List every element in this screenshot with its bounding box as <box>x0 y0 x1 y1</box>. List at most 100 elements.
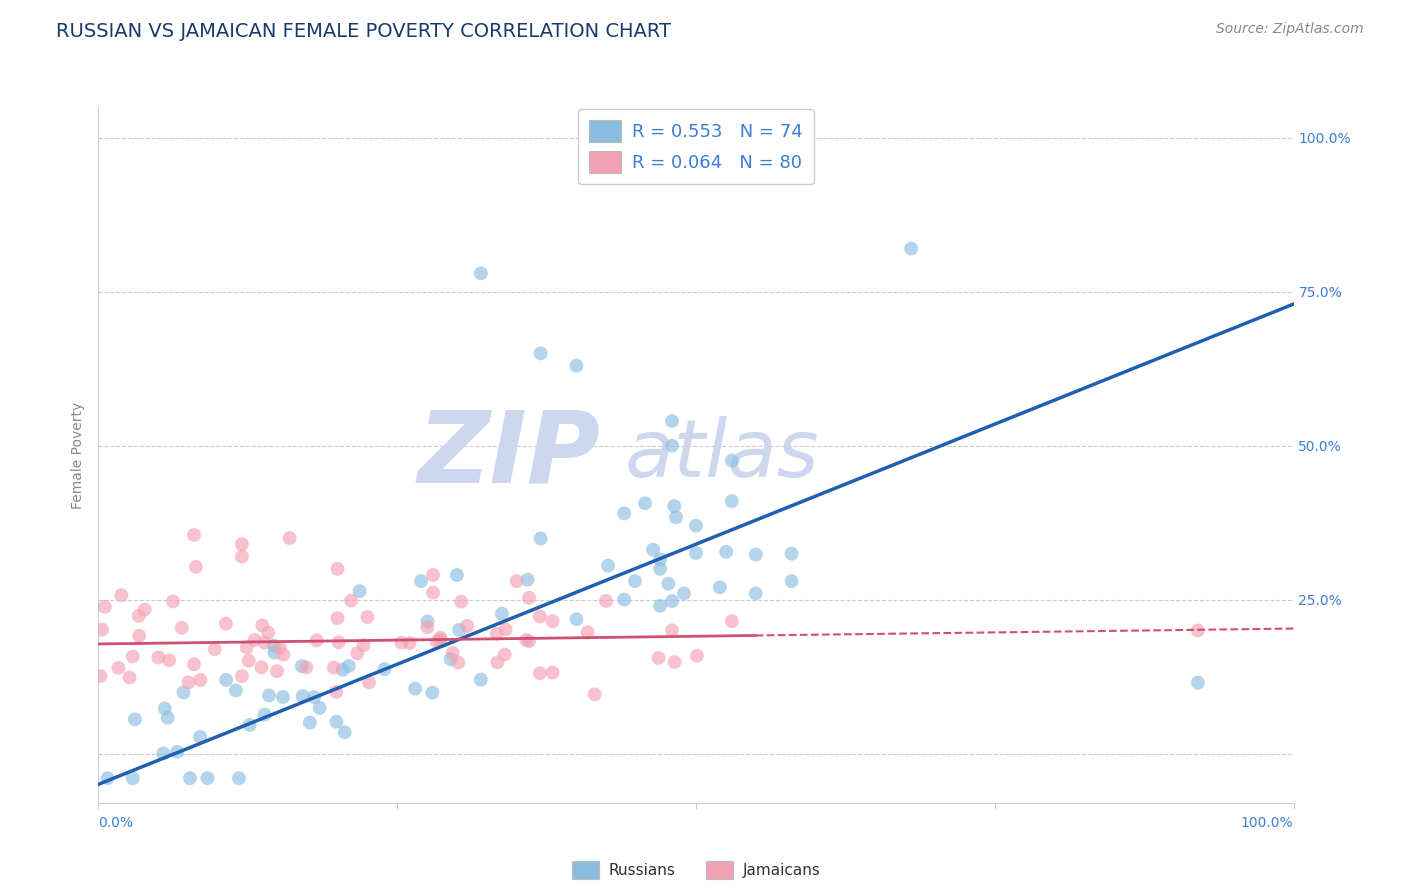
Point <box>398 636 420 650</box>
Point <box>295 660 318 674</box>
Point <box>263 646 285 660</box>
Point <box>1187 624 1209 638</box>
Point <box>648 599 672 613</box>
Point <box>197 771 219 785</box>
Point <box>177 675 200 690</box>
Point <box>183 528 205 542</box>
Point <box>89 669 111 683</box>
Point <box>91 623 114 637</box>
Y-axis label: Female Poverty: Female Poverty <box>72 401 86 508</box>
Point <box>257 625 280 640</box>
Point <box>422 686 444 700</box>
Point <box>107 661 129 675</box>
Point <box>353 638 375 652</box>
Text: ZIP: ZIP <box>418 407 600 503</box>
Point <box>184 559 207 574</box>
Point <box>269 640 291 655</box>
Point <box>231 537 253 551</box>
Point <box>215 616 238 631</box>
Point <box>263 639 285 653</box>
Point <box>516 573 538 587</box>
Point <box>250 660 273 674</box>
Point <box>305 633 328 648</box>
Point <box>271 690 294 704</box>
Point <box>685 518 707 533</box>
Point <box>273 648 295 662</box>
Point <box>243 633 266 648</box>
Point <box>128 608 150 623</box>
Point <box>356 610 378 624</box>
Point <box>721 494 744 508</box>
Point <box>661 414 683 428</box>
Point <box>429 632 451 647</box>
Point <box>326 611 349 625</box>
Point <box>121 649 143 664</box>
Point <box>900 242 922 256</box>
Point <box>118 671 141 685</box>
Point <box>152 747 174 761</box>
Point <box>170 621 193 635</box>
Point <box>188 730 211 744</box>
Point <box>183 657 205 672</box>
Legend: Russians, Jamaicans: Russians, Jamaicans <box>565 855 827 886</box>
Point <box>253 635 276 649</box>
Point <box>686 648 709 663</box>
Point <box>456 619 478 633</box>
Point <box>422 568 444 582</box>
Point <box>337 659 360 673</box>
Point <box>225 683 247 698</box>
Point <box>134 603 156 617</box>
Point <box>156 711 179 725</box>
Point <box>529 666 551 681</box>
Point <box>685 546 707 560</box>
Point <box>266 664 288 678</box>
Point <box>486 656 509 670</box>
Point <box>179 771 201 785</box>
Point <box>153 701 176 715</box>
Point <box>595 594 617 608</box>
Point <box>340 593 363 607</box>
Point <box>172 685 194 699</box>
Point <box>302 690 325 704</box>
Point <box>470 266 492 280</box>
Point <box>440 652 463 666</box>
Point <box>529 532 551 546</box>
Point <box>494 648 516 662</box>
Point <box>634 496 657 510</box>
Point <box>349 584 371 599</box>
Point <box>648 552 672 566</box>
Point <box>235 640 257 655</box>
Point <box>373 662 395 676</box>
Point <box>416 615 439 629</box>
Point <box>598 558 620 573</box>
Point <box>239 718 262 732</box>
Point <box>322 660 344 674</box>
Point <box>565 359 588 373</box>
Point <box>291 689 314 703</box>
Point <box>429 631 451 645</box>
Point <box>529 609 551 624</box>
Point <box>541 614 564 628</box>
Point <box>231 669 253 683</box>
Point <box>515 632 537 647</box>
Point <box>422 585 444 599</box>
Point <box>647 651 669 665</box>
Point <box>721 453 744 467</box>
Point <box>714 545 737 559</box>
Point <box>661 439 683 453</box>
Point <box>308 700 330 714</box>
Point <box>110 588 132 602</box>
Text: 0.0%: 0.0% <box>98 816 134 830</box>
Point <box>780 574 803 589</box>
Point <box>661 594 683 608</box>
Point <box>157 653 180 667</box>
Point <box>228 771 250 785</box>
Point <box>148 650 170 665</box>
Point <box>215 673 238 687</box>
Point <box>541 665 564 680</box>
Point <box>188 673 211 687</box>
Point <box>253 707 276 722</box>
Point <box>441 646 464 660</box>
Point <box>204 642 226 657</box>
Text: atlas: atlas <box>624 416 820 494</box>
